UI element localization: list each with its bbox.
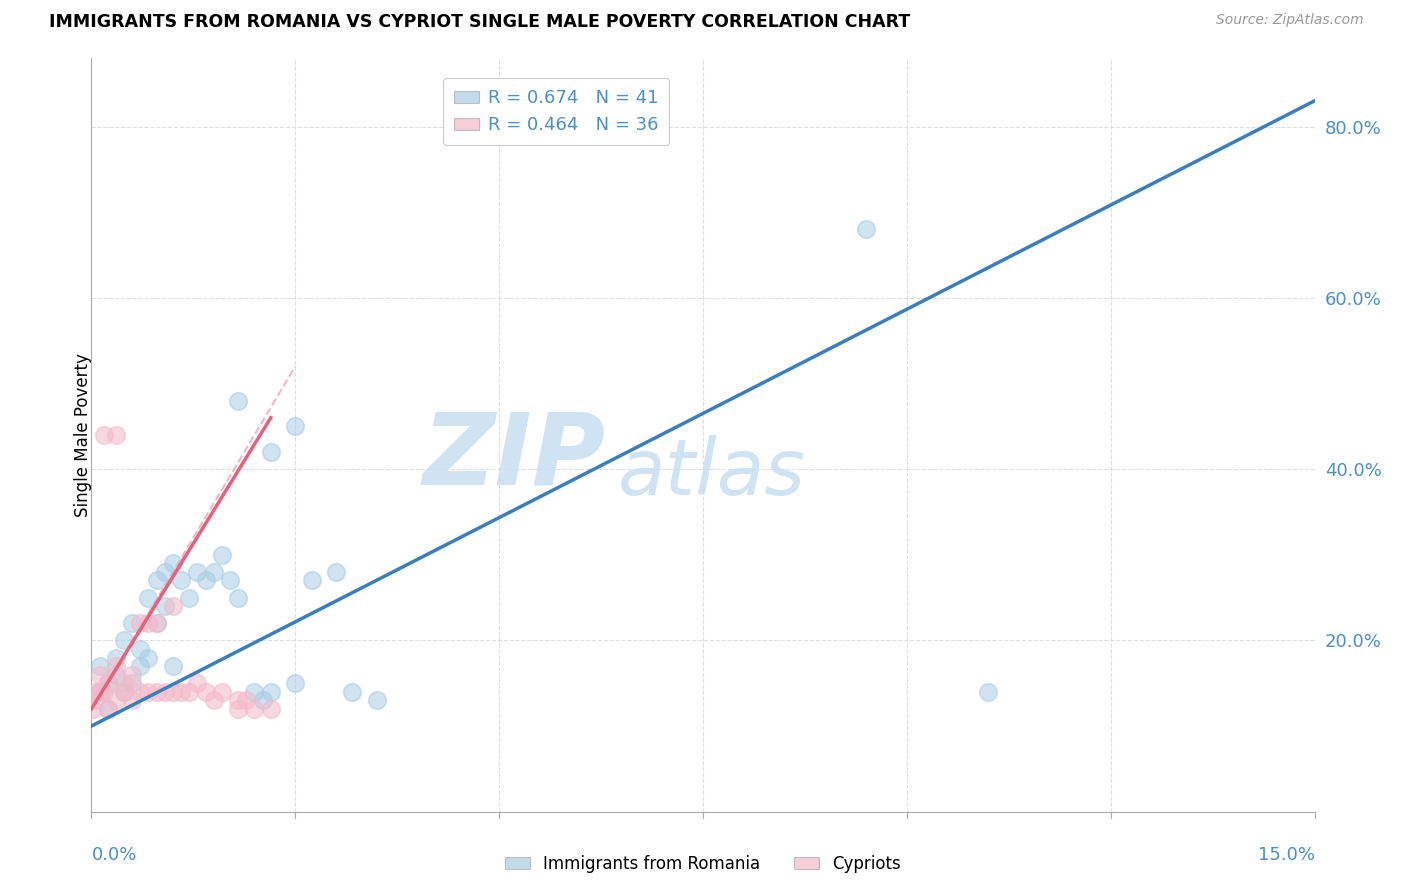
Text: 0.0%: 0.0% xyxy=(91,846,136,863)
Point xyxy=(145,685,167,699)
Point xyxy=(153,599,176,614)
Point xyxy=(243,685,266,699)
Point xyxy=(138,616,160,631)
Point xyxy=(93,427,115,442)
Point xyxy=(211,548,233,562)
Point xyxy=(260,702,283,716)
Point xyxy=(342,685,364,699)
Point xyxy=(162,659,184,673)
Y-axis label: Single Male Poverty: Single Male Poverty xyxy=(75,353,91,516)
Point xyxy=(153,685,176,699)
Point xyxy=(112,685,135,699)
Point xyxy=(112,685,135,699)
Point xyxy=(138,685,160,699)
Point xyxy=(202,693,225,707)
Point xyxy=(112,676,135,690)
Point xyxy=(129,642,152,657)
Point xyxy=(129,659,152,673)
Point xyxy=(89,667,111,681)
Point xyxy=(97,676,120,690)
Point xyxy=(97,702,120,716)
Point xyxy=(855,222,877,236)
Point xyxy=(89,685,111,699)
Point xyxy=(129,685,152,699)
Point xyxy=(162,557,184,571)
Point xyxy=(301,574,323,588)
Point xyxy=(82,702,104,716)
Point xyxy=(325,565,347,579)
Point xyxy=(153,565,176,579)
Point xyxy=(977,685,1000,699)
Point xyxy=(93,685,115,699)
Point xyxy=(186,565,208,579)
Point xyxy=(138,591,160,605)
Point xyxy=(121,667,143,681)
Point xyxy=(97,676,120,690)
Text: atlas: atlas xyxy=(617,434,806,510)
Legend: Immigrants from Romania, Cypriots: Immigrants from Romania, Cypriots xyxy=(498,848,908,880)
Text: Source: ZipAtlas.com: Source: ZipAtlas.com xyxy=(1216,13,1364,28)
Point xyxy=(121,676,143,690)
Point xyxy=(145,616,167,631)
Point xyxy=(89,659,111,673)
Point xyxy=(226,591,249,605)
Point xyxy=(366,693,388,707)
Text: ZIP: ZIP xyxy=(422,409,605,506)
Point xyxy=(104,650,127,665)
Point xyxy=(112,633,135,648)
Point xyxy=(84,685,107,699)
Point xyxy=(83,693,105,707)
Point xyxy=(129,616,152,631)
Legend: R = 0.674   N = 41, R = 0.464   N = 36: R = 0.674 N = 41, R = 0.464 N = 36 xyxy=(443,78,669,145)
Point xyxy=(194,574,217,588)
Point xyxy=(104,427,127,442)
Point xyxy=(121,616,143,631)
Point xyxy=(284,676,307,690)
Text: IMMIGRANTS FROM ROMANIA VS CYPRIOT SINGLE MALE POVERTY CORRELATION CHART: IMMIGRANTS FROM ROMANIA VS CYPRIOT SINGL… xyxy=(49,13,911,31)
Point xyxy=(104,659,127,673)
Point xyxy=(284,419,307,434)
Point xyxy=(145,574,167,588)
Point xyxy=(194,685,217,699)
Point xyxy=(97,702,120,716)
Point xyxy=(186,676,208,690)
Point xyxy=(226,693,249,707)
Point xyxy=(145,616,167,631)
Point xyxy=(170,574,193,588)
Point xyxy=(179,591,201,605)
Point xyxy=(211,685,233,699)
Point xyxy=(121,693,143,707)
Point xyxy=(260,685,283,699)
Point xyxy=(170,685,193,699)
Point xyxy=(260,445,283,459)
Point xyxy=(202,565,225,579)
Point xyxy=(252,693,274,707)
Point xyxy=(219,574,242,588)
Point xyxy=(162,599,184,614)
Point xyxy=(243,702,266,716)
Point xyxy=(226,393,249,408)
Point xyxy=(89,685,111,699)
Point xyxy=(235,693,257,707)
Point xyxy=(179,685,201,699)
Point xyxy=(138,650,160,665)
Point xyxy=(226,702,249,716)
Point xyxy=(162,685,184,699)
Text: 15.0%: 15.0% xyxy=(1257,846,1315,863)
Point xyxy=(104,667,127,681)
Point xyxy=(104,693,127,707)
